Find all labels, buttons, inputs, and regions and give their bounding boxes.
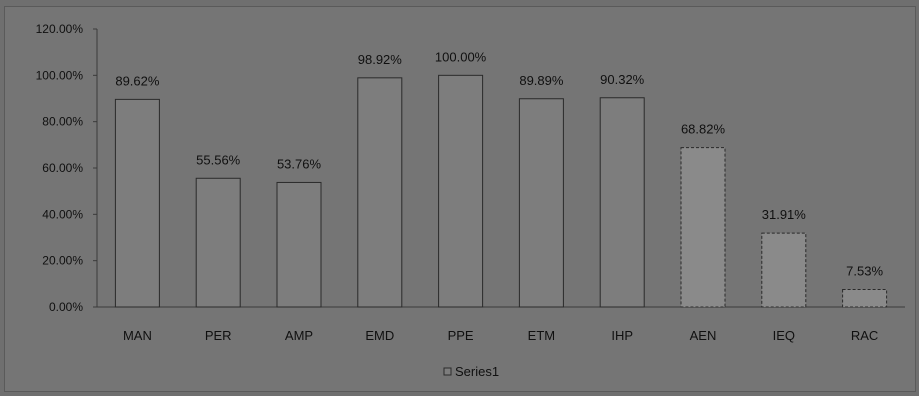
x-tick-label: EMD: [365, 328, 394, 343]
bars: 89.62% 55.56% 53.76% 98.92% 100.00% 89.89% 90.…: [114, 49, 888, 308]
data-label: 100.00%: [435, 49, 487, 64]
data-label: 98.92%: [358, 52, 403, 67]
x-tick-label: AEN: [690, 328, 717, 343]
y-tick-label: 60.00%: [42, 161, 83, 175]
data-label: 89.62%: [115, 73, 160, 88]
y-tick-label: 20.00%: [42, 254, 83, 268]
data-label: 55.56%: [196, 152, 241, 167]
legend: Series1: [443, 364, 499, 379]
y-tick-label: 0.00%: [49, 300, 83, 314]
bar: [276, 181, 322, 308]
x-tick-label: PER: [205, 328, 232, 343]
y-tick-label: 100.00%: [36, 68, 84, 82]
legend-label: Series1: [455, 364, 499, 379]
y-tick-label: 40.00%: [42, 207, 83, 221]
x-axis-labels: MAN PER AMP EMD PPE ETM IHP AEN IEQ RAC: [123, 328, 878, 343]
bar: [438, 74, 484, 308]
x-tick-label: AMP: [285, 328, 313, 343]
data-label: 68.82%: [681, 122, 726, 137]
data-label: 31.91%: [762, 207, 807, 222]
bar: [357, 77, 403, 308]
bar: [842, 289, 888, 308]
bar: [599, 97, 645, 308]
legend-swatch: [443, 367, 452, 376]
bar: [114, 98, 160, 308]
data-label: 90.32%: [600, 72, 645, 87]
data-label: 53.76%: [277, 156, 322, 171]
x-tick-label: ETM: [528, 328, 555, 343]
data-label: 89.89%: [519, 73, 564, 88]
x-tick-label: IEQ: [773, 328, 795, 343]
bar: [195, 177, 241, 308]
y-tick-label: 80.00%: [42, 115, 83, 129]
chart-area: 0.00% 20.00% 40.00% 60.00% 80.00% 100.00% 120.…: [4, 6, 916, 392]
bar: [761, 232, 807, 308]
y-tick-label: 120.00%: [36, 22, 84, 36]
bar: [680, 147, 726, 308]
bar-chart: 0.00% 20.00% 40.00% 60.00% 80.00% 100.00% 120.…: [36, 22, 905, 379]
x-tick-label: RAC: [851, 328, 878, 343]
bar: [518, 98, 564, 308]
data-label: 7.53%: [846, 264, 883, 279]
x-tick-label: IHP: [611, 328, 633, 343]
x-tick-label: PPE: [448, 328, 474, 343]
x-tick-label: MAN: [123, 328, 152, 343]
